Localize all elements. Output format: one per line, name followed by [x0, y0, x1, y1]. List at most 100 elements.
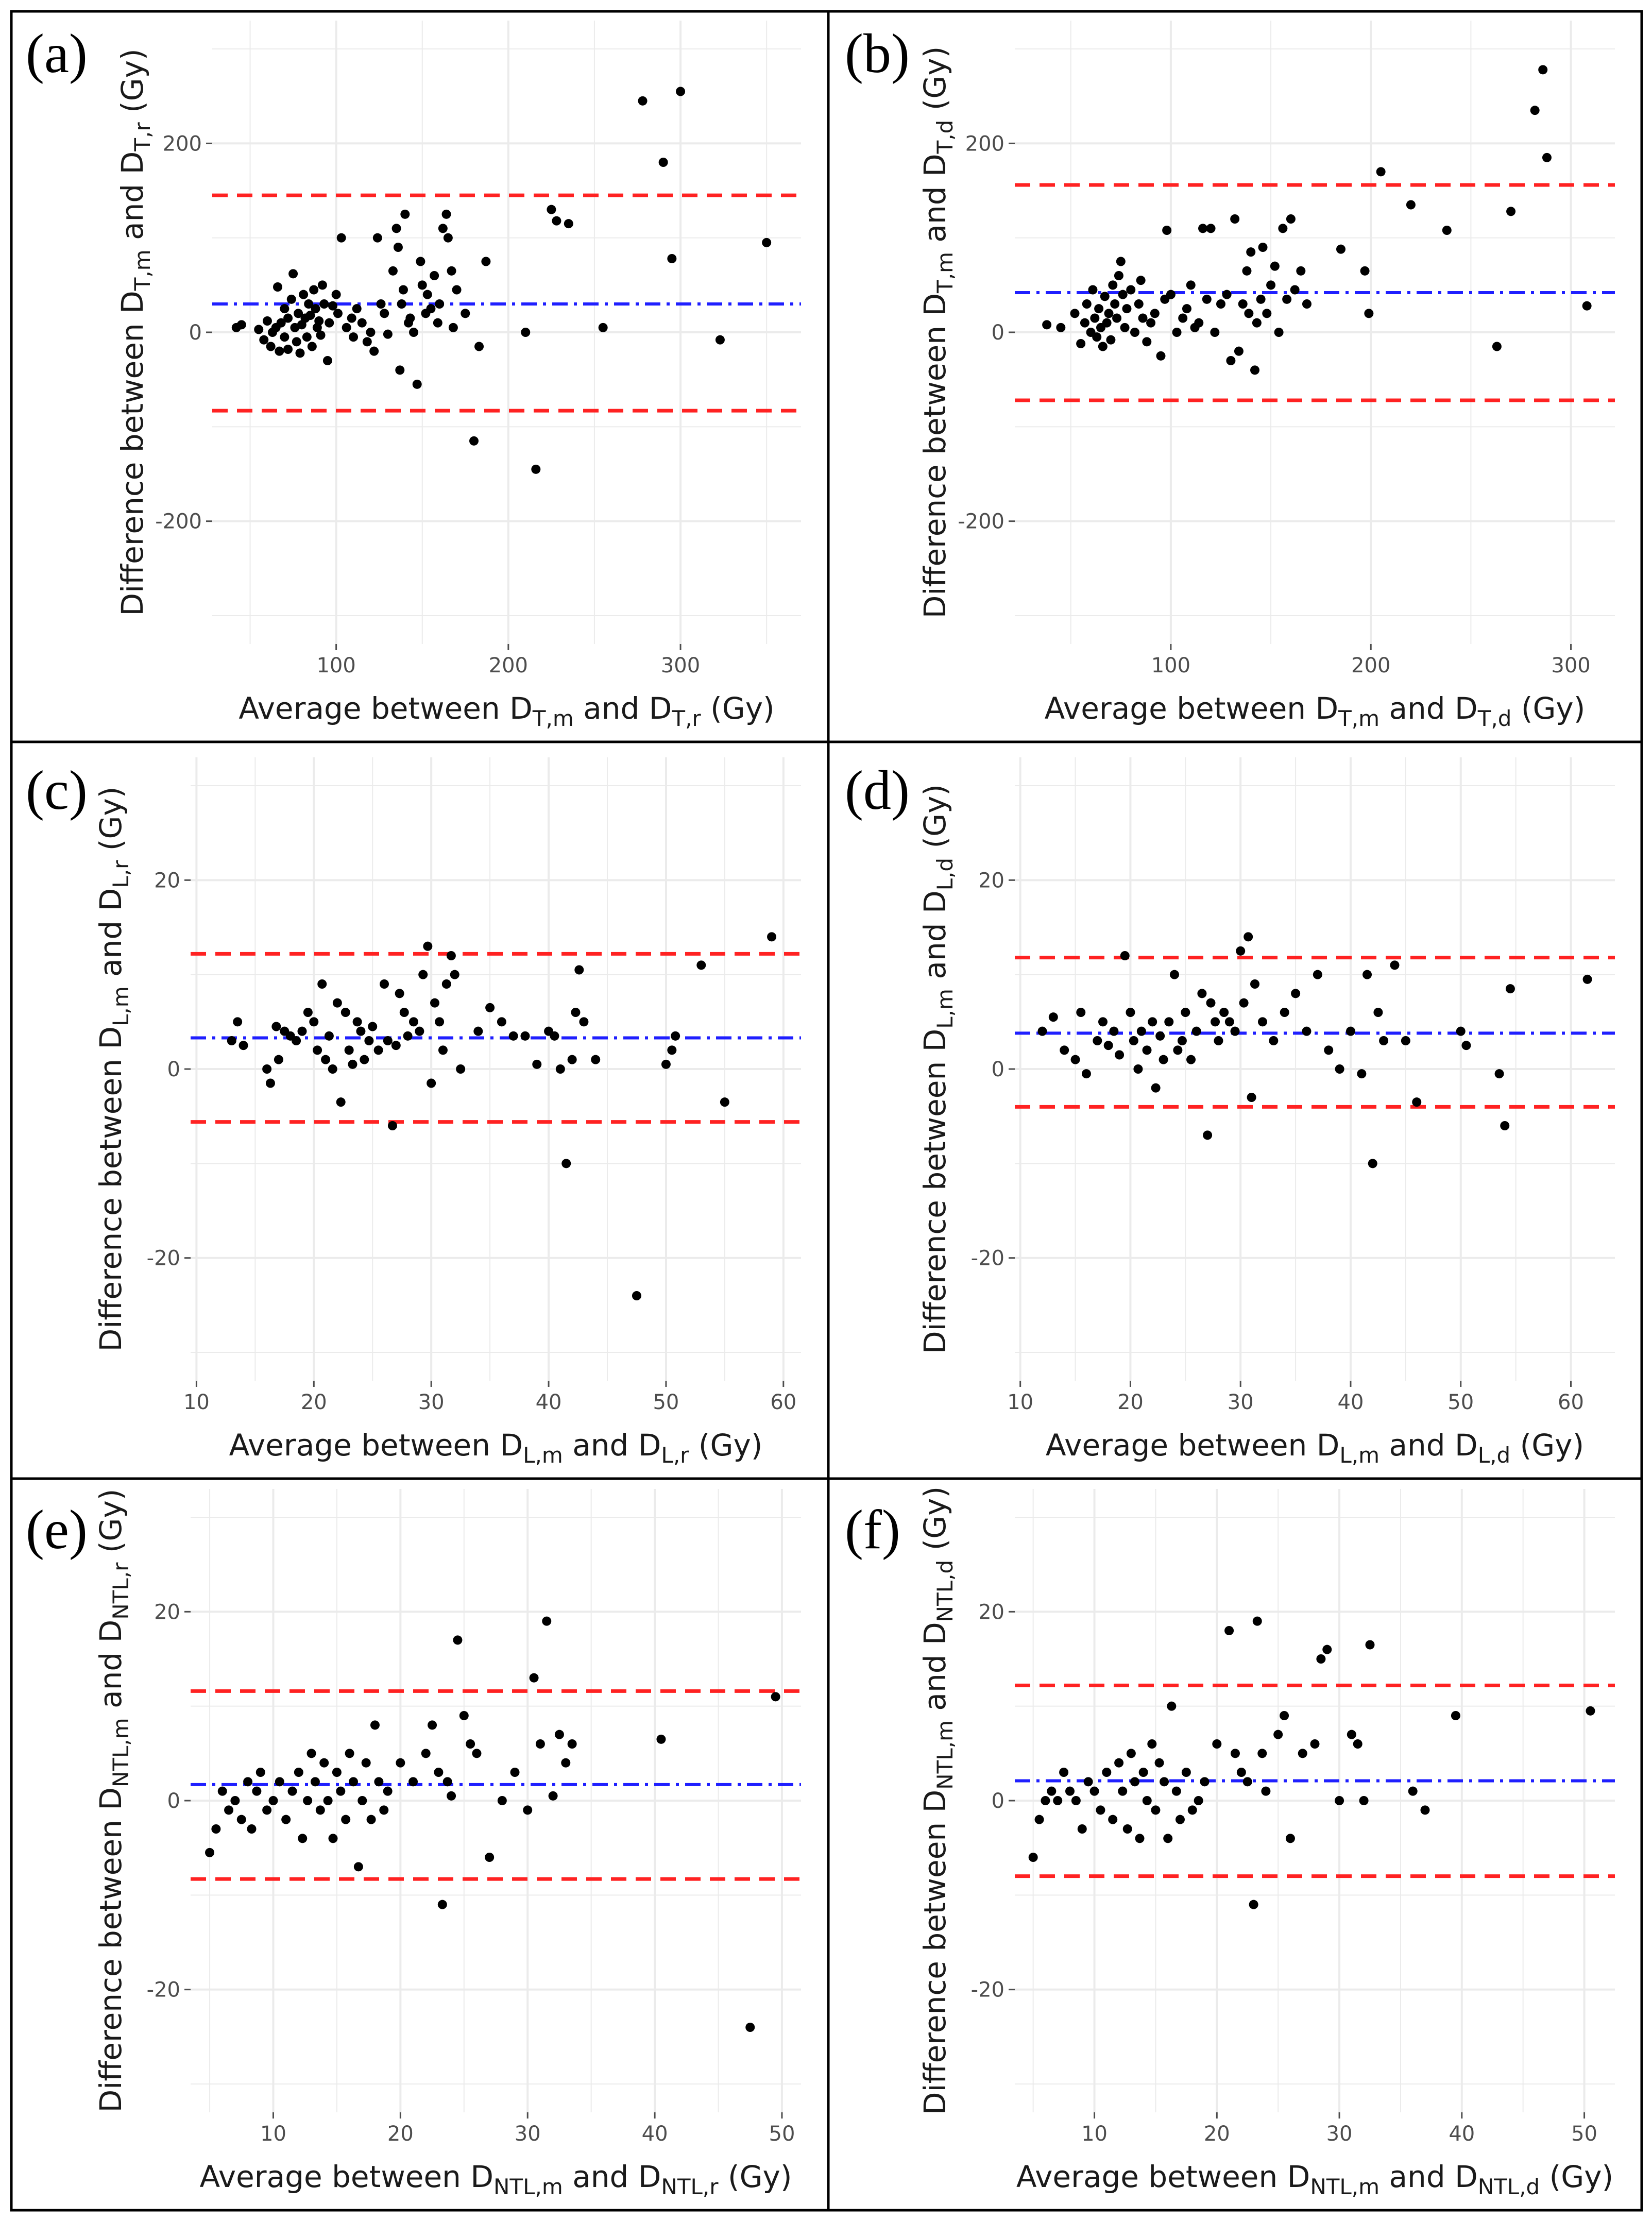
data-point — [437, 1900, 447, 1909]
data-point — [1230, 214, 1240, 224]
data-point — [1048, 1012, 1058, 1022]
x-axis-label: Average between DL,m and DL,r (Gy) — [229, 1428, 763, 1468]
data-point — [361, 1758, 371, 1768]
data-point — [1365, 1640, 1375, 1650]
axis-label-part: T,m — [532, 706, 574, 731]
data-point — [276, 318, 286, 328]
data-point — [1442, 226, 1452, 235]
data-point — [550, 1031, 559, 1041]
data-point — [508, 1031, 518, 1041]
data-point — [1135, 1834, 1145, 1843]
data-point — [1302, 1026, 1312, 1036]
data-point — [398, 285, 408, 295]
data-point — [349, 1777, 358, 1787]
data-point — [1094, 304, 1104, 314]
data-point — [1252, 318, 1262, 328]
y-axis-label: Difference between DNTL,m and DNTL,d (Gy… — [917, 1486, 958, 2115]
x-tick-label: 50 — [1571, 2122, 1597, 2146]
data-point — [243, 1777, 253, 1787]
data-point — [535, 1739, 545, 1749]
data-point — [555, 1064, 565, 1074]
data-point — [230, 1796, 240, 1805]
axis-label-part: Difference between D — [917, 293, 952, 618]
data-point — [275, 346, 284, 356]
data-point — [469, 436, 479, 446]
data-point — [1110, 299, 1120, 309]
data-point — [383, 329, 393, 339]
y-tick-label: 20 — [978, 1600, 1004, 1624]
data-point — [1092, 332, 1102, 342]
data-point — [1197, 989, 1207, 998]
data-point — [352, 304, 362, 314]
data-point — [328, 1834, 338, 1843]
data-point — [1076, 1008, 1086, 1017]
data-point — [771, 1692, 780, 1702]
data-point — [1186, 1055, 1196, 1064]
axis-label-part: Average between D — [1046, 1428, 1340, 1463]
data-point — [340, 1008, 350, 1017]
data-point — [1256, 294, 1266, 304]
x-tick-label: 30 — [1228, 1391, 1254, 1414]
data-point — [1401, 1036, 1410, 1045]
data-points — [205, 1616, 780, 2032]
data-point — [1182, 304, 1191, 314]
data-point — [1103, 1041, 1113, 1050]
data-point — [306, 1749, 316, 1758]
data-point — [554, 1730, 564, 1739]
data-point — [1224, 1017, 1234, 1027]
axis-label-part: Difference between D — [93, 1787, 128, 2112]
x-tick-label: 200 — [489, 654, 528, 677]
data-point — [1070, 1055, 1080, 1064]
data-point — [288, 269, 298, 279]
data-point — [542, 1616, 552, 1626]
data-point — [1261, 1786, 1271, 1796]
data-point — [1200, 1777, 1210, 1787]
axis-label-part: and D — [917, 1622, 952, 1720]
data-point — [319, 299, 329, 309]
data-point — [304, 299, 314, 309]
data-point — [598, 323, 608, 332]
data-point — [259, 335, 269, 345]
axis-label-part: (Gy) — [1540, 2159, 1613, 2194]
panel-letter: (b) — [845, 23, 910, 84]
axis-label-part: NTL,m — [493, 2174, 563, 2199]
data-point — [1373, 1008, 1383, 1017]
data-point — [395, 365, 405, 375]
data-point — [1171, 1786, 1181, 1796]
data-point — [745, 2023, 755, 2032]
data-point — [1368, 1159, 1377, 1168]
axis-label-part: and D — [563, 2159, 661, 2194]
y-tick-label: -20 — [147, 1978, 180, 2002]
data-point — [1104, 309, 1114, 318]
data-point — [1456, 1026, 1466, 1036]
data-point — [521, 328, 531, 337]
data-point — [523, 1805, 533, 1815]
data-point — [292, 1036, 301, 1045]
data-point — [1280, 1008, 1289, 1017]
axis-label-part: Difference between D — [93, 1026, 128, 1351]
data-point — [345, 1749, 354, 1758]
panel-borders — [10, 10, 1643, 2212]
axis-label-part: NTL,d — [932, 1560, 958, 1622]
data-point — [1335, 1796, 1344, 1805]
data-point — [252, 1786, 262, 1796]
data-point — [408, 1777, 418, 1787]
axis-label-part: and D — [93, 888, 128, 987]
x-tick-label: 10 — [183, 1391, 210, 1414]
data-point — [416, 257, 425, 266]
data-point — [388, 266, 398, 276]
data-point — [314, 316, 324, 326]
data-point — [1098, 342, 1108, 351]
data-point — [1238, 299, 1248, 309]
data-point — [561, 1159, 571, 1168]
data-point — [1296, 266, 1306, 276]
data-point — [1142, 337, 1152, 347]
data-point — [1242, 266, 1252, 276]
data-point — [315, 1805, 325, 1815]
data-point — [1194, 1796, 1203, 1805]
y-tick-label: -200 — [155, 510, 202, 534]
data-point — [1093, 1036, 1102, 1045]
data-point — [1290, 285, 1300, 295]
